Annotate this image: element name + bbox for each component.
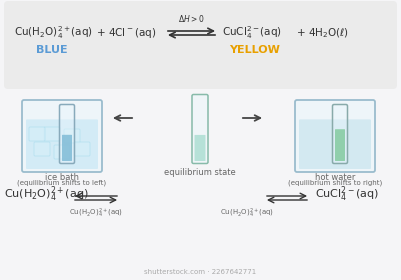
FancyBboxPatch shape: [64, 129, 80, 143]
Text: YELLOW: YELLOW: [229, 45, 280, 55]
Text: $\mathrm{Cu(H_2O)_4^{2+}(aq)}$: $\mathrm{Cu(H_2O)_4^{2+}(aq)}$: [4, 184, 89, 204]
Text: (equilibrium shifts to left): (equilibrium shifts to left): [17, 179, 107, 186]
Text: BLUE: BLUE: [36, 45, 68, 55]
FancyBboxPatch shape: [4, 1, 397, 89]
Text: $\mathrm{Cu(H_2O)_4^{2+}(aq)}$: $\mathrm{Cu(H_2O)_4^{2+}(aq)}$: [69, 207, 123, 220]
FancyBboxPatch shape: [295, 100, 375, 172]
FancyBboxPatch shape: [59, 104, 75, 164]
Text: $\mathrm{CuCl_4^{2-}(aq)}$: $\mathrm{CuCl_4^{2-}(aq)}$: [315, 184, 379, 204]
FancyBboxPatch shape: [299, 119, 371, 169]
Text: equilibrium state: equilibrium state: [164, 168, 236, 177]
FancyBboxPatch shape: [192, 95, 208, 164]
FancyBboxPatch shape: [22, 100, 102, 172]
FancyBboxPatch shape: [335, 129, 345, 161]
FancyBboxPatch shape: [74, 142, 90, 156]
Text: $\mathrm{CuCl_4^{2-}(aq)}$: $\mathrm{CuCl_4^{2-}(aq)}$: [222, 25, 282, 41]
Text: $\mathrm{+\ 4H_2O(\ell)}$: $\mathrm{+\ 4H_2O(\ell)}$: [296, 26, 349, 40]
Text: shutterstock.com · 2267642771: shutterstock.com · 2267642771: [144, 269, 256, 275]
Text: $\Delta H > 0$: $\Delta H > 0$: [178, 13, 205, 24]
FancyBboxPatch shape: [29, 127, 45, 141]
FancyBboxPatch shape: [26, 119, 98, 169]
FancyBboxPatch shape: [34, 142, 50, 156]
FancyBboxPatch shape: [44, 127, 60, 141]
FancyBboxPatch shape: [332, 104, 348, 164]
Text: ice bath: ice bath: [45, 173, 79, 182]
FancyBboxPatch shape: [194, 135, 205, 161]
FancyBboxPatch shape: [54, 145, 70, 159]
Text: hot water: hot water: [315, 173, 355, 182]
FancyBboxPatch shape: [62, 135, 72, 161]
Text: $\mathrm{Cu(H_2O)_4^{2+}(aq)}$: $\mathrm{Cu(H_2O)_4^{2+}(aq)}$: [220, 207, 274, 220]
Text: $\mathrm{+\ 4Cl^-(aq)}$: $\mathrm{+\ 4Cl^-(aq)}$: [96, 26, 156, 40]
Text: $\mathrm{Cu(H_2O)_4^{2+}(aq)}$: $\mathrm{Cu(H_2O)_4^{2+}(aq)}$: [14, 25, 93, 41]
Text: (equilibrium shifts to right): (equilibrium shifts to right): [288, 179, 382, 186]
